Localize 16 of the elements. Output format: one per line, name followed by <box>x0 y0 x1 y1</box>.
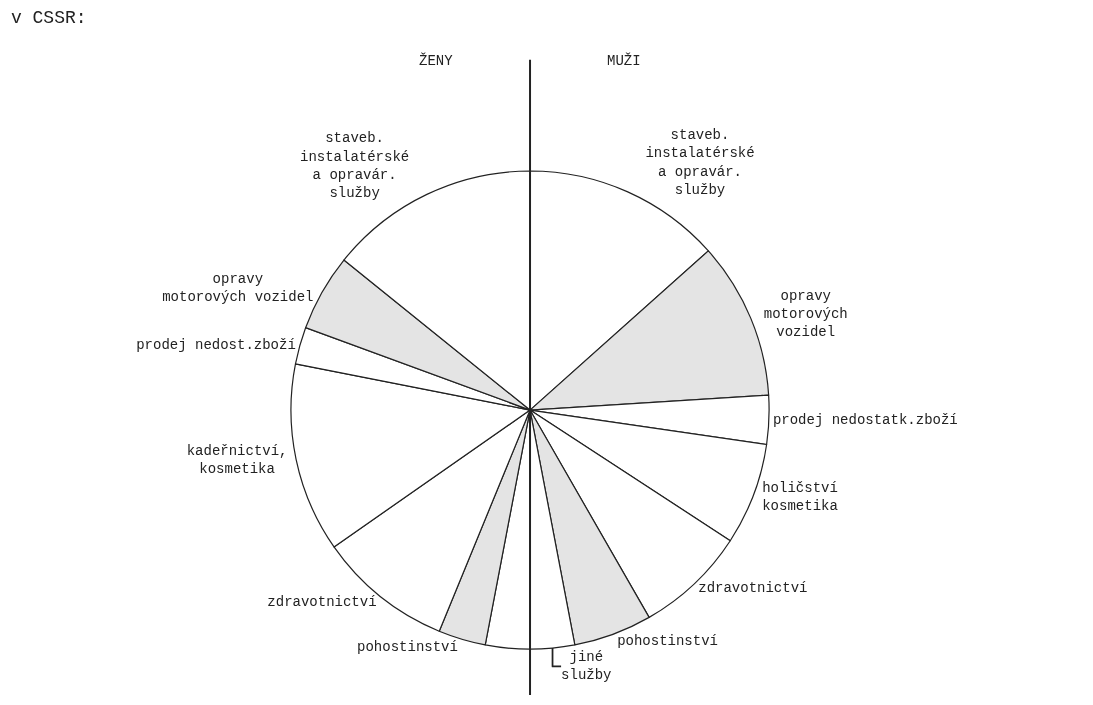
slice-label: prodej nedostatk.zboží <box>772 411 958 428</box>
slice-label: kadeřnictví, kosmetika <box>186 442 288 478</box>
slice-label: staveb. instalatérské a opravár. služby <box>645 127 755 198</box>
slice-label: pohostinství <box>357 638 458 655</box>
chart-title: v CSSR: <box>10 8 87 29</box>
slice-label: zdravotnictví <box>698 580 808 597</box>
slice-label: jiné služby <box>561 649 612 684</box>
slice-label: staveb. instalatérské a opravár. služby <box>300 130 410 201</box>
slice-label: pohostinství <box>617 633 718 650</box>
slice-label: prodej nedost.zboží <box>136 336 296 353</box>
slice-label: holičství kosmetika <box>762 479 838 514</box>
text: MUŽI <box>607 52 641 69</box>
slice-label: opravy motorových vozidel <box>763 287 848 341</box>
text: ŽENY <box>419 52 454 69</box>
slice-label: opravy motorových vozidel <box>162 271 314 306</box>
slice-label: zdravotnictví <box>267 593 377 610</box>
